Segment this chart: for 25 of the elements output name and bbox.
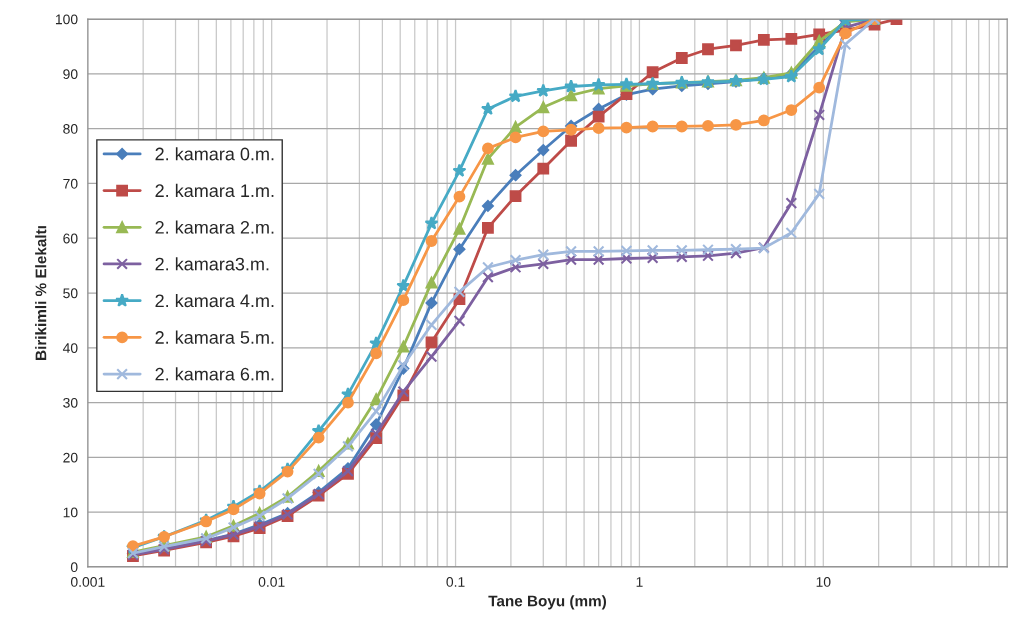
y-tick-label: 30 — [63, 397, 78, 408]
y-axis-title: Birikimli % Elekaltı — [35, 226, 47, 360]
y-tick-label: 80 — [63, 124, 78, 134]
legend-label: 2. kamara 6.m. — [155, 367, 274, 381]
x-tick-label: 10 — [816, 577, 831, 587]
y-tick-label: 90 — [63, 69, 78, 80]
x-axis-title: Tane Boyu (mm) — [488, 595, 607, 610]
y-tick-label: 0 — [70, 562, 78, 573]
legend-label: 2. kamara 2.m. — [155, 220, 274, 234]
y-tick-label: 70 — [63, 178, 78, 189]
x-tick-label: 0.001 — [70, 577, 105, 587]
y-tick-label: 20 — [63, 452, 78, 463]
legend-label: 2. kamara3.m. — [155, 257, 269, 271]
y-tick-label: 50 — [63, 288, 78, 299]
legend-label: 2. kamara 5.m. — [155, 330, 274, 344]
y-tick-label: 10 — [63, 507, 78, 518]
legend-label: 2. kamara 0.m. — [155, 147, 274, 161]
legend-label: 2. kamara 4.m. — [155, 293, 274, 308]
y-tick-label: 60 — [63, 233, 78, 244]
x-tick-label: 1 — [636, 577, 643, 587]
y-tick-label: 100 — [55, 14, 78, 25]
x-tick-label: 0.01 — [258, 577, 285, 587]
legend-label: 2. kamara 1.m. — [155, 183, 274, 198]
x-tick-label: 0.1 — [446, 577, 465, 587]
y-tick-label: 40 — [62, 343, 78, 353]
